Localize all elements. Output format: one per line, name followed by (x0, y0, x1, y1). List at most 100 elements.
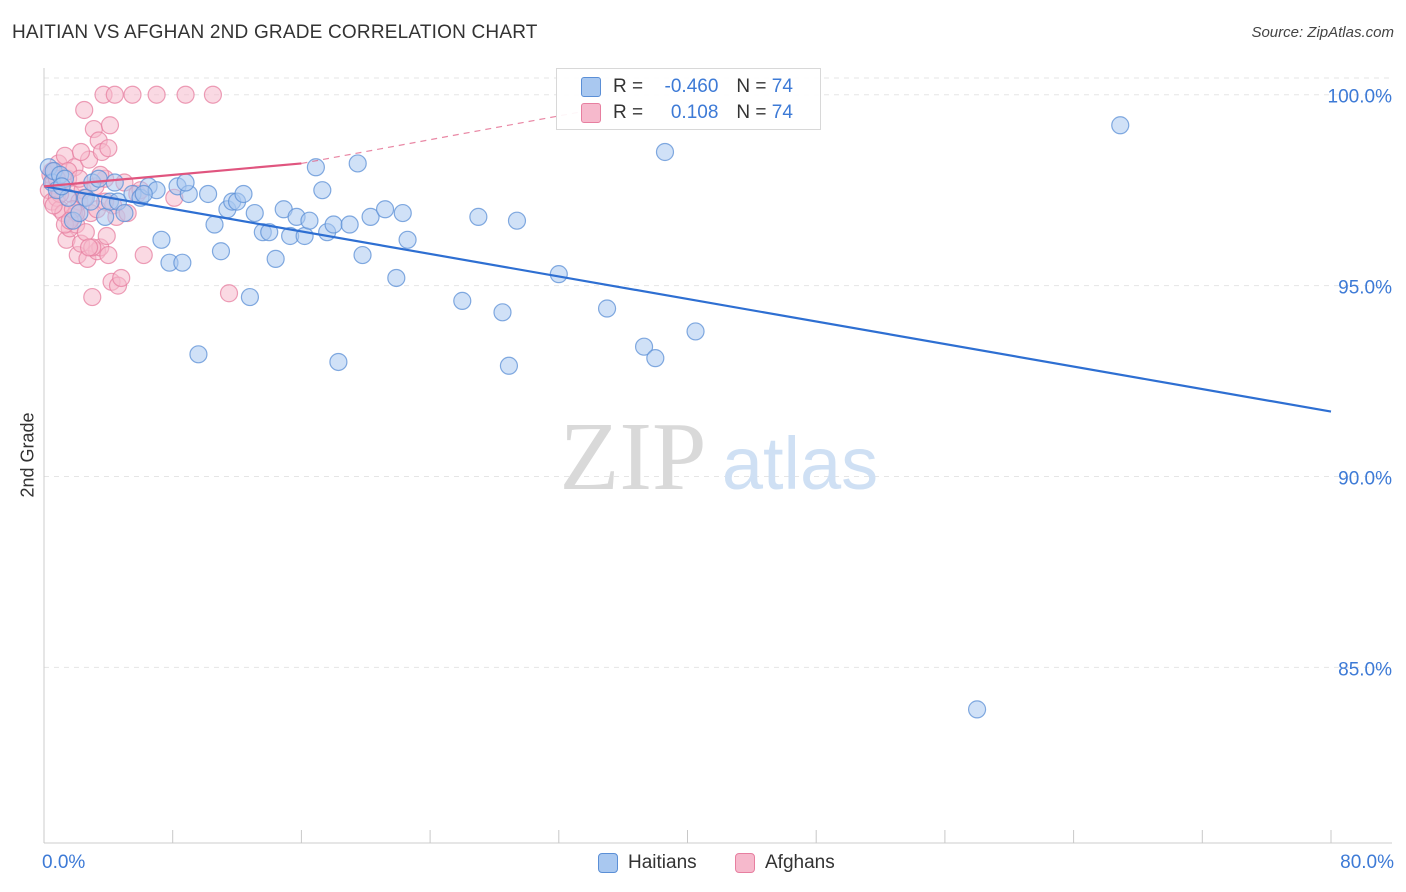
haitian-point (105, 173, 124, 192)
haitian-point (198, 184, 218, 204)
afghan-point (219, 284, 239, 303)
y-tick-label: 95.0% (1338, 278, 1392, 299)
haitian-point (260, 223, 279, 242)
haitians-swatch (581, 77, 601, 97)
afghan-point (123, 85, 142, 104)
haitian-point (96, 207, 115, 226)
haitian-point (499, 356, 519, 375)
afghan-point (112, 268, 131, 288)
stats-row-haitians: R = -0.460 N = 74 (557, 74, 793, 100)
r-label: R = (613, 102, 644, 123)
chart-title: HAITIAN VS AFGHAN 2ND GRADE CORRELATION … (12, 22, 538, 43)
haitian-point (493, 303, 512, 322)
haitian-point (329, 352, 348, 372)
legend-label-afghans: Afghans (765, 852, 835, 873)
y-tick-label: 85.0% (1338, 659, 1392, 680)
haitian-point (348, 154, 367, 173)
r-value: -0.460 (664, 76, 719, 97)
haitian-point (549, 265, 568, 284)
r-value: 0.108 (670, 102, 719, 123)
watermark-atlas: atlas (722, 422, 878, 505)
y-axis-label: 2nd Grade (17, 412, 38, 498)
x-axis-max-label: 80.0% (1340, 852, 1394, 873)
afghan-point (99, 245, 118, 265)
haitian-point (393, 203, 412, 223)
afghans-swatch (581, 103, 601, 123)
trendlines (43, 109, 1332, 413)
haitian-point (240, 287, 260, 307)
afghan-point (79, 238, 99, 257)
haitian-point (205, 215, 224, 234)
haitian-point (266, 249, 285, 268)
haitian-point (967, 700, 987, 719)
haitian-point (234, 184, 253, 204)
haitian-point (70, 203, 89, 223)
haitian-point (453, 291, 472, 310)
haitian-point (375, 200, 395, 219)
afghans-trendline-extension (301, 109, 592, 165)
stats-legend-box: R = -0.460 N = 74 R = 0.108 N = 74 (556, 68, 821, 130)
haitian-point (646, 349, 665, 368)
y-tick-label: 100.0% (1328, 87, 1393, 108)
afghans-legend-swatch (735, 853, 755, 873)
haitian-point (189, 345, 208, 364)
haitian-point (173, 253, 192, 272)
n-value: 74 (771, 76, 793, 97)
haitian-point (245, 203, 264, 223)
afghan-point (71, 142, 91, 162)
afghan-point (100, 116, 120, 135)
afghan-point (83, 287, 102, 307)
afghan-point (176, 85, 195, 104)
haitian-point (353, 245, 372, 265)
r-label: R = (613, 76, 644, 97)
afghan-point (75, 100, 94, 120)
haitians-trendline (43, 185, 1332, 413)
legend-item-haitians: Haitians (598, 852, 697, 874)
haitian-point (134, 184, 153, 204)
haitian-point (340, 215, 359, 234)
chart-source: Source: ZipAtlas.com (1251, 24, 1394, 41)
haitian-point (300, 211, 319, 230)
afghan-point (134, 245, 153, 265)
haitian-point (176, 173, 195, 192)
haitian-point (398, 230, 417, 249)
haitian-point (387, 268, 406, 288)
haitian-point (469, 207, 488, 226)
haitian-point (507, 211, 527, 230)
n-label: N = (736, 76, 767, 97)
afghan-point (203, 85, 223, 104)
haitian-point (115, 203, 134, 223)
haitian-point (313, 181, 332, 200)
haitian-point (1111, 116, 1130, 135)
y-tick-labels: 100.0% 95.0% 90.0% 85.0% (1328, 87, 1393, 681)
haitian-point (655, 142, 675, 162)
haitian-point (324, 215, 343, 234)
y-tick-label: 90.0% (1338, 468, 1392, 489)
haitian-point (211, 242, 231, 261)
afghan-point (147, 85, 166, 104)
haitian-point (597, 299, 617, 318)
haitian-point (152, 230, 171, 249)
axes (43, 68, 1392, 844)
watermark: ZIP atlas (560, 403, 879, 511)
haitian-point (361, 207, 380, 226)
afghan-point (99, 139, 118, 158)
afghans-trendline (43, 162, 302, 188)
haitian-point (634, 337, 654, 356)
haitian-point (306, 158, 325, 177)
n-label: N = (736, 102, 767, 123)
haitians-legend-swatch (598, 853, 618, 873)
gridlines (44, 77, 1392, 668)
haitian-point (89, 169, 108, 188)
haitian-point (686, 322, 705, 341)
haitian-point (81, 192, 100, 211)
stats-row-afghans: R = 0.108 N = 74 (557, 100, 793, 126)
watermark-zip: ZIP (560, 403, 707, 511)
afghan-point (105, 85, 124, 104)
x-axis-min-label: 0.0% (42, 852, 86, 873)
legend-label-haitians: Haitians (628, 852, 697, 873)
afghan-point (97, 226, 116, 246)
legend-item-afghans: Afghans (735, 852, 835, 874)
n-value: 74 (771, 102, 793, 123)
